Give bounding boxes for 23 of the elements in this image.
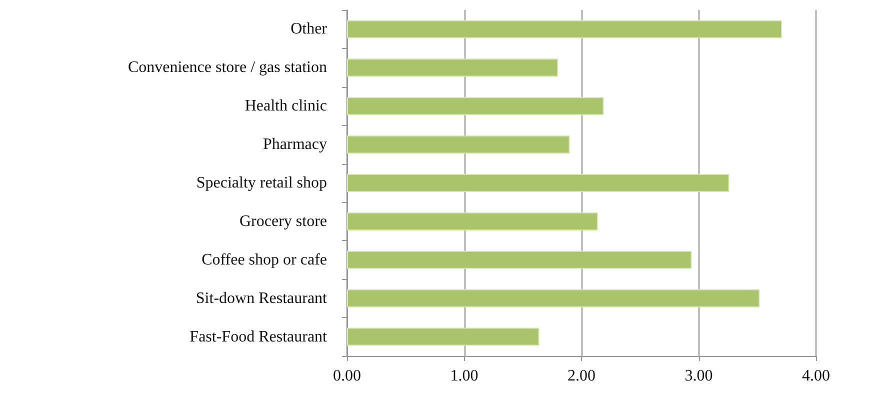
- x-tick-label: 4.00: [802, 368, 830, 384]
- bar: [347, 212, 598, 230]
- y-tick-label: Grocery store: [239, 212, 327, 230]
- bar: [347, 58, 558, 77]
- bar: [347, 136, 570, 154]
- x-tick-label: 2.00: [568, 368, 596, 384]
- x-tick-label: 3.00: [684, 368, 713, 384]
- y-tick-label: Fast-Food Restaurant: [190, 328, 328, 346]
- bar: [347, 97, 604, 116]
- bar: [347, 250, 692, 269]
- y-tick-label: Coffee shop or cafe: [202, 251, 327, 268]
- y-tick-label: Specialty retail shop: [196, 174, 327, 192]
- y-tick-label: Sit-down Restaurant: [196, 290, 328, 307]
- x-tick-label: 0.00: [333, 368, 361, 384]
- x-tick-label: 1.00: [450, 368, 478, 384]
- bar: [347, 20, 782, 38]
- bar: [347, 174, 730, 192]
- bar: [347, 289, 760, 308]
- y-tick-label: Health clinic: [244, 98, 327, 115]
- y-tick-label: Other: [290, 20, 328, 38]
- y-tick-label: Pharmacy: [263, 136, 327, 154]
- bar: [347, 328, 540, 346]
- y-tick-label: Convenience store / gas station: [128, 59, 327, 76]
